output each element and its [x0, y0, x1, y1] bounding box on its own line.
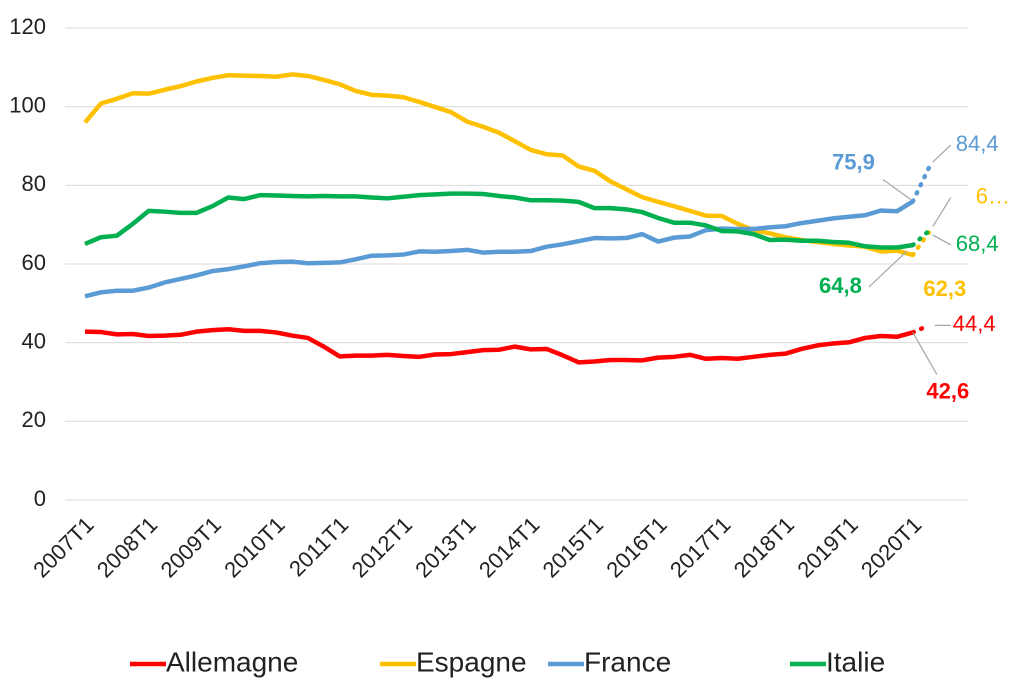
- x-tick-label: 2008T1: [92, 512, 162, 582]
- data-label: 42,6: [926, 378, 969, 403]
- legend-label: Allemagne: [166, 646, 298, 677]
- x-tick-label: 2018T1: [729, 512, 799, 582]
- x-tick-label: 2017T1: [665, 512, 735, 582]
- legend-label: Italie: [826, 646, 885, 677]
- x-tick-label: 2012T1: [347, 512, 417, 582]
- y-tick-label: 0: [34, 486, 46, 511]
- x-tick-label: 2016T1: [601, 512, 671, 582]
- y-tick-label: 80: [22, 171, 46, 196]
- y-tick-label: 120: [9, 14, 46, 39]
- data-label: 44,4: [953, 311, 996, 336]
- projection-line: [910, 228, 932, 248]
- line: [83, 72, 914, 258]
- data-label: 75,9: [832, 149, 875, 174]
- projection-line: [910, 165, 932, 204]
- x-tick-label: 2009T1: [156, 512, 226, 582]
- x-tick-label: 2020T1: [856, 512, 926, 582]
- data-label: 64,8: [819, 273, 862, 298]
- y-tick-label: 40: [22, 328, 46, 353]
- x-tick-label: 2007T1: [28, 512, 98, 582]
- legend-label: France: [584, 646, 671, 677]
- y-tick-label: 20: [22, 407, 46, 432]
- projection-line: [910, 323, 932, 335]
- leader-line: [912, 332, 938, 375]
- leader-line: [932, 197, 952, 227]
- x-tick-label: 2014T1: [474, 512, 544, 582]
- data-label: 68,4: [956, 231, 999, 256]
- data-label: 6…: [976, 183, 1010, 208]
- x-tick-label: 2019T1: [792, 512, 862, 582]
- line: [84, 199, 915, 299]
- leader-line: [868, 250, 908, 288]
- x-tick-label: 2015T1: [538, 512, 608, 582]
- line: [84, 327, 914, 365]
- x-tick-label: 2013T1: [410, 512, 480, 582]
- x-tick-label: 2011T1: [284, 512, 353, 581]
- x-tick-label: 2010T1: [219, 512, 289, 582]
- y-tick-label: 60: [22, 250, 46, 275]
- leader-line: [932, 234, 952, 246]
- leader-line: [932, 144, 952, 163]
- line: [84, 191, 914, 250]
- data-label: 84,4: [956, 131, 999, 156]
- leader-line: [882, 178, 912, 200]
- data-label: 62,3: [923, 276, 966, 301]
- y-tick-label: 100: [9, 92, 46, 117]
- legend-label: Espagne: [416, 646, 527, 677]
